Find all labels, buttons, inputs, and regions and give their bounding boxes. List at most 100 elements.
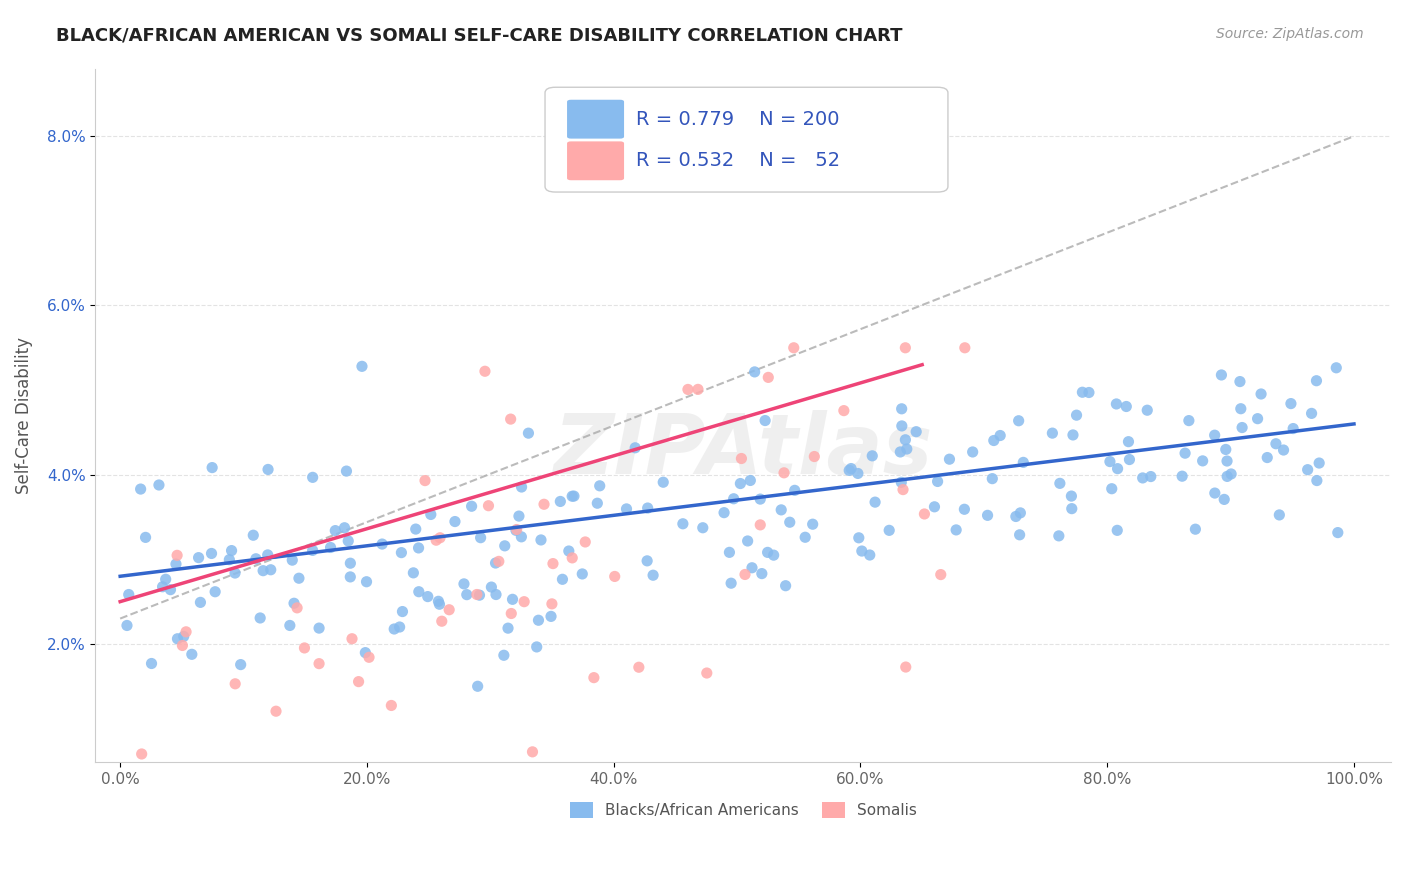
Point xyxy=(118,587,141,601)
Point xyxy=(382,622,405,636)
Point xyxy=(252,564,274,578)
Point xyxy=(589,479,612,493)
Point xyxy=(356,574,378,589)
Point xyxy=(218,552,240,566)
Point xyxy=(505,524,527,538)
Point xyxy=(890,419,912,434)
Point xyxy=(1220,467,1243,481)
Point xyxy=(513,595,536,609)
Point xyxy=(456,588,478,602)
Point xyxy=(770,503,793,517)
Point xyxy=(1115,400,1137,414)
Point xyxy=(510,480,533,494)
Point xyxy=(308,621,330,635)
Point xyxy=(1098,454,1121,468)
Point xyxy=(413,474,436,488)
Point xyxy=(249,611,271,625)
Point xyxy=(783,341,806,355)
Point xyxy=(794,530,817,544)
Point xyxy=(391,605,413,619)
Point xyxy=(860,449,883,463)
Point xyxy=(1204,428,1226,442)
Y-axis label: Self-Care Disability: Self-Care Disability xyxy=(15,337,32,494)
Point xyxy=(530,533,553,547)
Point xyxy=(1101,482,1123,496)
Point xyxy=(499,412,522,426)
Point xyxy=(1049,476,1071,491)
Point xyxy=(166,549,188,563)
Point xyxy=(1171,469,1194,483)
Point xyxy=(744,365,766,379)
Point xyxy=(1118,452,1140,467)
Point xyxy=(976,508,998,523)
Point xyxy=(586,496,609,510)
Point xyxy=(803,450,825,464)
Point xyxy=(1005,509,1028,524)
Point xyxy=(1256,450,1278,465)
Point xyxy=(148,478,170,492)
Point xyxy=(636,554,658,568)
Point xyxy=(1282,421,1305,435)
Point xyxy=(278,618,301,632)
Point xyxy=(672,516,695,531)
Point xyxy=(1062,428,1084,442)
Point xyxy=(453,577,475,591)
Point xyxy=(945,523,967,537)
Point xyxy=(1107,524,1129,538)
Point xyxy=(696,666,718,681)
Point xyxy=(1060,501,1083,516)
Point xyxy=(730,451,752,466)
Point xyxy=(460,500,482,514)
Point xyxy=(637,501,659,516)
Point xyxy=(1230,420,1253,434)
Point xyxy=(229,657,252,672)
Text: BLACK/AFRICAN AMERICAN VS SOMALI SELF-CARE DISABILITY CORRELATION CHART: BLACK/AFRICAN AMERICAN VS SOMALI SELF-CA… xyxy=(56,27,903,45)
Point xyxy=(301,543,323,558)
Point xyxy=(533,497,555,511)
Point xyxy=(863,495,886,509)
Point xyxy=(172,639,194,653)
Point xyxy=(723,491,745,506)
Point xyxy=(938,452,960,467)
Point xyxy=(756,545,779,559)
Point xyxy=(335,464,357,478)
Point xyxy=(627,660,650,674)
Point xyxy=(1008,414,1031,428)
Point xyxy=(773,466,796,480)
Point xyxy=(1077,385,1099,400)
Point xyxy=(754,413,776,427)
Point xyxy=(294,640,316,655)
Point xyxy=(1211,368,1233,382)
Point xyxy=(337,533,360,548)
Point xyxy=(894,660,917,674)
Point xyxy=(479,580,502,594)
Point xyxy=(1246,411,1268,425)
Point xyxy=(734,567,756,582)
Point xyxy=(388,620,411,634)
Point xyxy=(242,528,264,542)
Point xyxy=(408,541,430,555)
Point xyxy=(1107,461,1129,475)
Text: ZIPAtlas: ZIPAtlas xyxy=(554,409,934,491)
Point xyxy=(371,537,394,551)
Point xyxy=(340,632,363,646)
Point xyxy=(1184,522,1206,536)
Point xyxy=(1012,455,1035,469)
Point xyxy=(1216,454,1239,468)
Point xyxy=(224,677,246,691)
Point xyxy=(1215,442,1237,457)
Point xyxy=(541,597,564,611)
Point xyxy=(1279,396,1302,410)
Point xyxy=(1229,375,1251,389)
Point xyxy=(474,364,496,378)
Point xyxy=(775,579,797,593)
Point xyxy=(501,607,523,621)
Point xyxy=(256,548,278,562)
Point xyxy=(159,582,181,597)
Point xyxy=(756,370,779,384)
Point xyxy=(419,508,441,522)
Point xyxy=(1174,446,1197,460)
Text: Source: ZipAtlas.com: Source: ZipAtlas.com xyxy=(1216,27,1364,41)
Point xyxy=(526,640,548,654)
Point xyxy=(1136,403,1159,417)
